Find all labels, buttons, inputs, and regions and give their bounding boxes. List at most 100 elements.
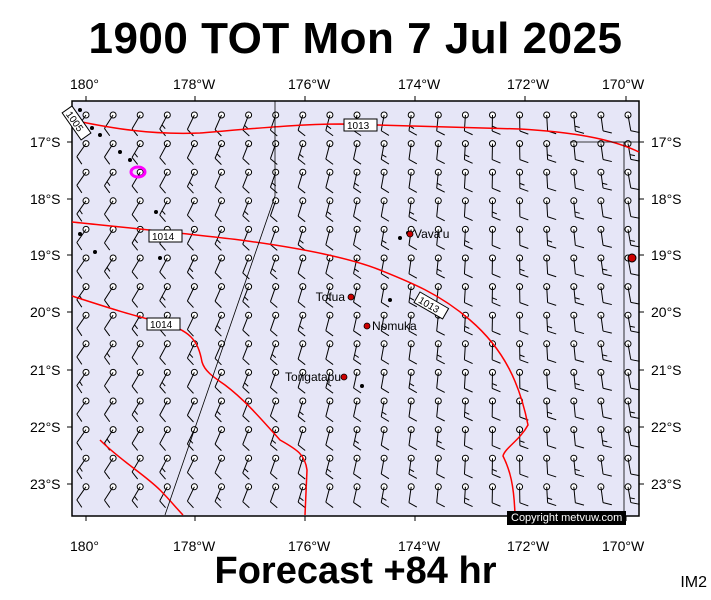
wind-barb: [214, 454, 225, 480]
wind-barb: [434, 197, 445, 222]
lon-tick-top-1: 178°W: [173, 76, 216, 92]
wind-barb: [407, 397, 418, 422]
wind-barb: [597, 454, 612, 477]
wind-barb: [461, 368, 473, 393]
wind-barb: [570, 254, 585, 277]
wind-barb: [214, 254, 225, 280]
place-marker: Tofua: [316, 290, 355, 304]
wind-barb: [624, 283, 640, 305]
isobar-label: 1014: [148, 229, 183, 243]
wind-barb: [297, 283, 307, 308]
wind-barb: [597, 426, 612, 449]
wind-barb: [104, 397, 117, 423]
lat-tick-right-0: 17°S: [651, 134, 682, 150]
wind-barb: [104, 197, 117, 222]
wind-barb: [353, 340, 362, 365]
isobar-label: 1013: [343, 118, 378, 132]
wind-barb: [325, 254, 334, 280]
wind-barb: [407, 168, 418, 193]
lat-tick-left-6: 23°S: [30, 476, 61, 492]
wind-barb: [76, 426, 90, 451]
island: [158, 256, 162, 260]
wind-barb: [242, 168, 253, 194]
wind-barb: [516, 254, 529, 278]
wind-barb: [407, 368, 418, 394]
lon-tick-bottom-3: 174°W: [398, 538, 441, 554]
wind-barb: [269, 311, 280, 337]
wind-barb: [297, 140, 307, 165]
wind-barb: [242, 254, 253, 280]
island: [78, 232, 82, 236]
wind-barb: [297, 254, 307, 280]
wind-barb: [131, 111, 144, 137]
wind-barb: [353, 426, 362, 451]
wind-barb: [570, 311, 585, 335]
wind-barb: [76, 368, 90, 394]
wind-barb: [186, 225, 198, 251]
lat-tick-left-4: 21°S: [30, 362, 61, 378]
wind-barb: [434, 225, 445, 250]
map-background: [71, 100, 640, 517]
wind-barb: [104, 168, 117, 194]
wind-barb: [461, 140, 473, 164]
wind-barb: [624, 225, 640, 248]
wind-barb: [380, 454, 390, 480]
wind-barb: [159, 340, 171, 366]
wind-barb: [597, 368, 612, 391]
wind-barb: [516, 283, 529, 307]
wind-barb: [325, 197, 334, 222]
wind-barb: [297, 368, 307, 394]
wind-barb: [570, 426, 585, 449]
wind-barb: [597, 254, 612, 277]
island: [398, 236, 402, 240]
lat-tick-left-3: 20°S: [30, 304, 61, 320]
wind-barb: [489, 254, 501, 278]
wind-barb: [131, 168, 144, 194]
wind-barb: [325, 168, 334, 194]
wind-barb: [76, 454, 90, 480]
wind-barb: [380, 340, 390, 365]
svg-text:1013: 1013: [347, 121, 370, 132]
wind-barb: [624, 311, 640, 334]
wind-barb: [353, 483, 362, 508]
wind-barb: [570, 283, 585, 306]
wind-barb: [434, 140, 445, 165]
wind-barb: [104, 225, 117, 251]
wind-barb: [489, 311, 501, 336]
wind-barb: [434, 340, 445, 365]
lat-tick-right-3: 20°S: [651, 304, 682, 320]
wind-barb: [516, 368, 529, 392]
wind-barb: [131, 283, 144, 308]
wind-barb: [516, 311, 529, 335]
wind-barb: [325, 225, 334, 251]
wind-barb: [489, 283, 501, 307]
wind-barb: [543, 283, 557, 306]
lat-tick-right-4: 21°S: [651, 362, 682, 378]
map-lines: [164, 101, 639, 516]
wind-barb: [325, 368, 334, 394]
place-name: Tongatapu: [285, 370, 341, 384]
wind-barb: [489, 140, 501, 164]
wind-barb: [597, 311, 612, 334]
wind-barb: [76, 225, 90, 251]
wind-barb: [297, 168, 307, 194]
map-labels: 10131014101310141005Vava'uTofuaNomukaTon…: [61, 105, 449, 384]
wind-barb: [489, 454, 501, 479]
place-name: Tofua: [316, 290, 346, 304]
wind-barb: [461, 397, 473, 422]
svg-text:1014: 1014: [152, 232, 175, 243]
wind-barb: [597, 225, 612, 248]
wind-barb: [269, 168, 280, 194]
wind-barb: [104, 111, 117, 137]
image-id: IM2: [680, 574, 707, 591]
wind-barb: [353, 397, 362, 423]
lon-tick-top-2: 176°W: [288, 76, 331, 92]
wind-barb: [597, 483, 612, 506]
wind-barb: [543, 454, 557, 478]
wind-barb: [434, 397, 445, 422]
lon-tick-top-0: 180°: [70, 76, 99, 92]
wind-barb: [214, 397, 225, 423]
place-marker: Vava'u: [406, 227, 449, 241]
wind-barb: [407, 454, 418, 479]
wind-barb: [104, 311, 117, 337]
